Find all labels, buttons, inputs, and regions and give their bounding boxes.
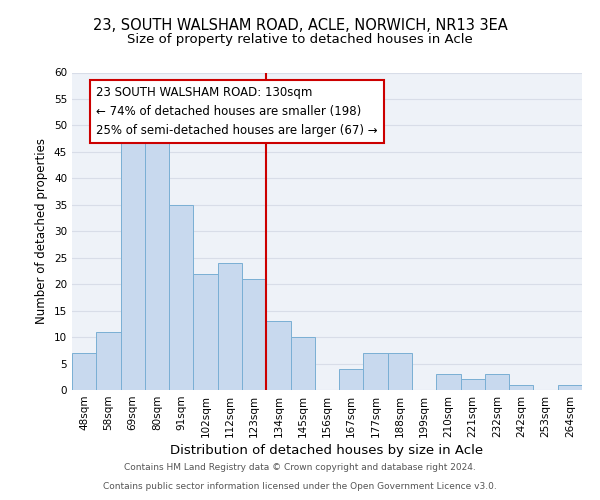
Text: Contains HM Land Registry data © Crown copyright and database right 2024.: Contains HM Land Registry data © Crown c…: [124, 464, 476, 472]
Bar: [169, 205, 193, 390]
Bar: [193, 274, 218, 390]
Bar: [266, 321, 290, 390]
Bar: [461, 380, 485, 390]
X-axis label: Distribution of detached houses by size in Acle: Distribution of detached houses by size …: [170, 444, 484, 457]
Bar: [242, 279, 266, 390]
Text: 23 SOUTH WALSHAM ROAD: 130sqm
← 74% of detached houses are smaller (198)
25% of : 23 SOUTH WALSHAM ROAD: 130sqm ← 74% of d…: [96, 86, 378, 136]
Bar: [96, 332, 121, 390]
Bar: [485, 374, 509, 390]
Bar: [339, 369, 364, 390]
Text: Contains public sector information licensed under the Open Government Licence v3: Contains public sector information licen…: [103, 482, 497, 491]
Bar: [364, 353, 388, 390]
Text: 23, SOUTH WALSHAM ROAD, ACLE, NORWICH, NR13 3EA: 23, SOUTH WALSHAM ROAD, ACLE, NORWICH, N…: [92, 18, 508, 32]
Bar: [121, 136, 145, 390]
Bar: [72, 353, 96, 390]
Bar: [509, 384, 533, 390]
Bar: [436, 374, 461, 390]
Bar: [218, 263, 242, 390]
Bar: [558, 384, 582, 390]
Y-axis label: Number of detached properties: Number of detached properties: [35, 138, 49, 324]
Bar: [145, 142, 169, 390]
Bar: [290, 337, 315, 390]
Bar: [388, 353, 412, 390]
Text: Size of property relative to detached houses in Acle: Size of property relative to detached ho…: [127, 32, 473, 46]
